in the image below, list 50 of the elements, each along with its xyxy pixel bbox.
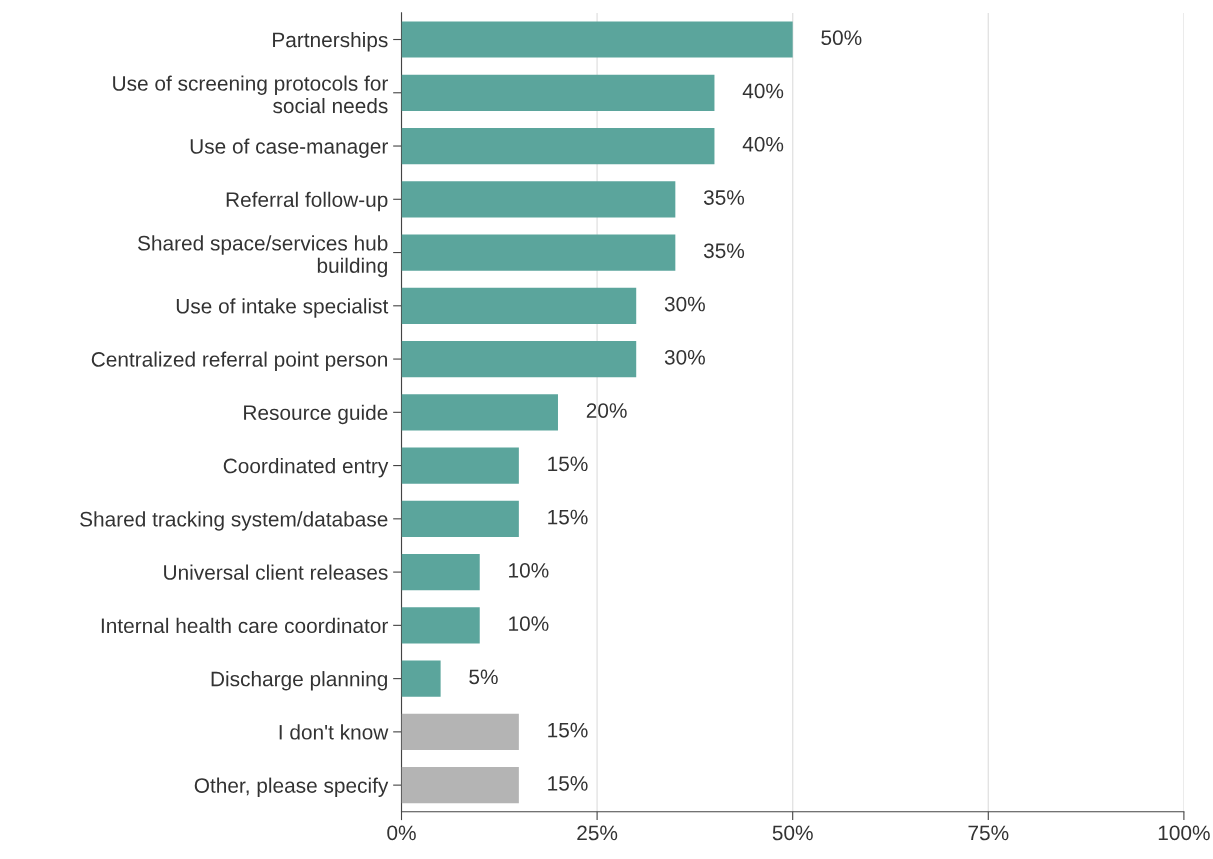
bar xyxy=(401,607,480,644)
y-tick-label: Discharge planning xyxy=(211,671,387,691)
data-label: 15% xyxy=(548,456,588,472)
bar xyxy=(401,127,715,165)
bar xyxy=(401,287,637,324)
x-tick-label: 25% xyxy=(577,825,618,841)
data-label: 5% xyxy=(469,669,498,685)
x-tick-label: 50% xyxy=(772,825,813,841)
data-label: 10% xyxy=(509,562,549,578)
y-tick-label: Other, please specify xyxy=(194,777,389,797)
y-tick-label: Resource guide xyxy=(244,404,388,425)
y-tick-label: Internal health care coordinator xyxy=(101,617,388,634)
bar xyxy=(401,553,480,591)
bar xyxy=(401,21,793,58)
bar xyxy=(401,234,676,271)
x-tick-label: 100% xyxy=(1158,825,1210,841)
y-tick-label: Universal client releases xyxy=(164,564,388,580)
bar xyxy=(401,447,519,484)
y-tick-label: Shared tracking system/database xyxy=(80,511,388,531)
data-label: 10% xyxy=(509,616,549,631)
y-tick-label: Use of screening protocols for social needs xyxy=(113,75,388,114)
y-tick-label: Shared space/services hub building xyxy=(137,235,388,278)
bar xyxy=(401,394,558,431)
bar xyxy=(401,660,441,697)
y-tick-label: Centralized referral point person xyxy=(91,351,387,371)
x-tick-label: 75% xyxy=(968,825,1009,841)
data-label: 15% xyxy=(548,509,588,525)
data-label: 15% xyxy=(548,776,588,791)
y-tick-label: Coordinated entry xyxy=(223,458,389,478)
bar xyxy=(401,181,676,218)
data-label: 35% xyxy=(703,243,745,259)
bar xyxy=(401,713,519,750)
bar xyxy=(401,500,519,537)
y-tick-label: Use of case-manager xyxy=(190,138,388,158)
y-tick-label: Use of intake specialist xyxy=(176,298,389,318)
y-tick-label: Referral follow-up xyxy=(226,191,388,212)
data-label: 40% xyxy=(742,136,784,152)
y-tick-label: Partnerships xyxy=(273,31,388,52)
data-label: 30% xyxy=(664,296,705,312)
data-label: 35% xyxy=(703,190,745,205)
data-label: 20% xyxy=(586,403,627,418)
data-label: 15% xyxy=(548,722,588,738)
data-label: 30% xyxy=(664,349,705,365)
x-tick-label: 0% xyxy=(387,825,416,841)
bar xyxy=(401,74,715,111)
bar xyxy=(401,767,519,804)
data-label: 50% xyxy=(821,30,862,46)
bar xyxy=(401,340,637,378)
data-label: 40% xyxy=(742,83,784,99)
y-tick-label: I don't know xyxy=(279,724,389,740)
